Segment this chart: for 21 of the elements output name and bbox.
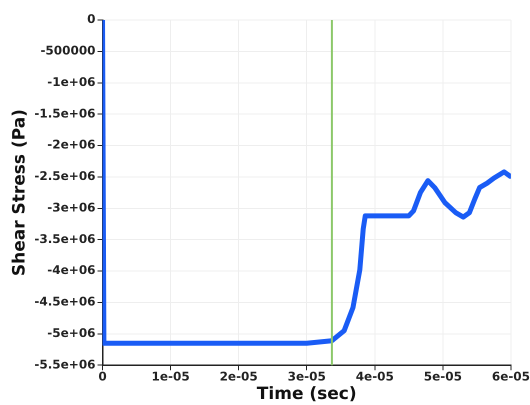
y-tick-label: -3.5e+06 [34,232,96,246]
y-tick-label: -500000 [40,44,96,58]
y-tick-label: -2.5e+06 [34,169,96,184]
x-tick-label: 5e-05 [424,370,462,384]
y-tick-label: -4e+06 [47,263,96,278]
y-tick-label: -1.5e+06 [34,106,96,120]
x-tick-label: 6e-05 [492,370,530,384]
x-tick-label: 2e-05 [220,370,258,384]
x-tick-label: 3e-05 [288,370,326,384]
x-tick-label: 1e-05 [152,370,190,384]
x-tick-label: 4e-05 [356,370,394,384]
y-axis-title: Shear Stress (Pa) [10,109,30,276]
y-tick-label: 0 [87,12,96,26]
y-tick-label: -5e+06 [47,326,96,340]
y-tick-label: -5.5e+06 [34,357,96,372]
y-tick-label: -1e+06 [47,74,96,89]
x-tick-label: 0 [98,370,107,384]
y-tick-label: -3e+06 [47,200,96,214]
y-tick-label: -2e+06 [47,138,96,152]
x-axis-title: Time (sec) [256,384,357,404]
y-tick-label: -4.5e+06 [34,294,96,309]
